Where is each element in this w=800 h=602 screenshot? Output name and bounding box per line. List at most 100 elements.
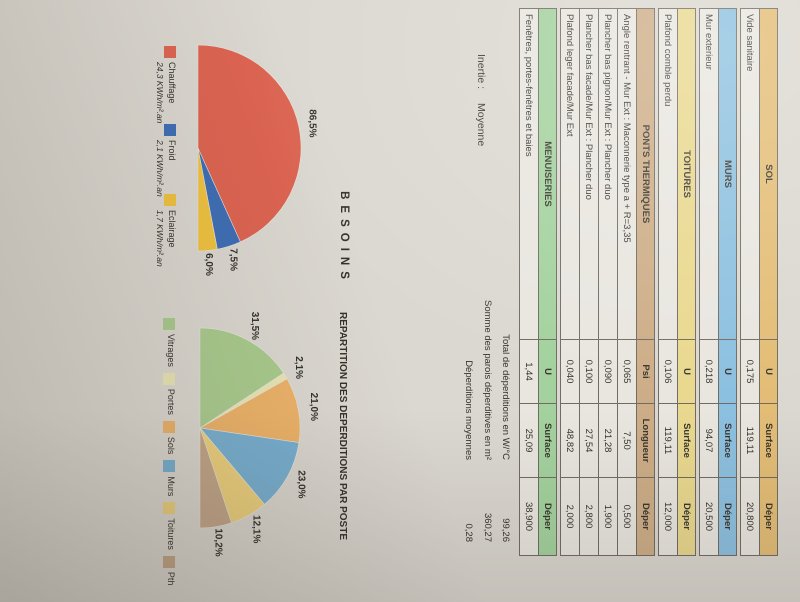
total-deperditions-line: Total de déperditions en W/°C 99,26 <box>500 0 511 542</box>
value-deper: 2,000 <box>561 477 579 555</box>
pie-percent-label: 23,0% <box>295 470 306 498</box>
table-title: MENUISERIES <box>542 141 553 207</box>
table-title: PONTS THERMIQUES <box>640 124 651 224</box>
legend-text: Froid 2,1 KWh/m².an <box>154 140 177 197</box>
repartition-chart-title: REPARTITION DES DEPERDITIONS PAR POSTE <box>337 312 348 540</box>
value-deper: 12,000 <box>659 477 677 555</box>
legend-item-chauffage: Chauffage 24,3 KWh/m².an <box>154 46 177 123</box>
repartition-legend: Vitrages Portes Sols Murs Toitures Pth <box>163 318 176 585</box>
legend-item-sols: Sols <box>163 420 176 455</box>
legend-item-vitrages: Vitrages <box>163 318 176 367</box>
col-header-surface: Surface <box>539 403 556 477</box>
col-header-longueur: Longueur <box>637 403 654 477</box>
table-header-row: MENUISERIES U Surface Déper <box>538 8 557 556</box>
legend-label: Chauffage <box>167 62 177 104</box>
pie-percent-label: 31,5% <box>249 312 260 340</box>
value-surface: 94,07 <box>700 403 718 477</box>
value-deper: 20,500 <box>700 477 718 555</box>
col-header-deper: Déper <box>760 477 777 555</box>
value-psi: 0,040 <box>561 339 579 403</box>
value-deper: 1,900 <box>599 477 617 555</box>
total-label: Somme des parois déperditives en m² <box>482 300 493 460</box>
value-u: 0,175 <box>741 339 759 403</box>
value-surface: 119,11 <box>741 403 759 477</box>
col-header-deper: Déper <box>539 477 556 555</box>
table-header-row: MURS U Surface Déper <box>718 8 737 556</box>
legend-swatch-froid <box>164 124 176 136</box>
legend-swatch-pth <box>163 555 175 568</box>
value-longueur: 48,82 <box>561 403 579 477</box>
legend-swatch-toitures <box>163 502 175 515</box>
table-sol: SOL U Surface Déper Vide sanitaire 0,175… <box>740 8 778 556</box>
value-u: 0,218 <box>700 339 718 403</box>
total-label: Total de déperditions en W/°C <box>500 334 511 460</box>
col-header-psi: Psi <box>637 339 654 403</box>
value-deper: 2,800 <box>580 477 598 555</box>
total-value: 99,26 <box>500 518 511 542</box>
table-row: Vide sanitaire 0,175 119,11 20,800 <box>740 8 759 556</box>
value-deper: 20,800 <box>741 477 759 555</box>
legend-item-portes: Portes <box>163 372 176 415</box>
col-header-surface: Surface <box>719 403 736 477</box>
pie-percent-label: 86,5% <box>306 109 317 137</box>
pie-percent-label: 21,0% <box>308 393 319 421</box>
value-deper: 0,500 <box>618 477 636 555</box>
table-row: Plafond leger facade/Mur Ext 0,040 48,82… <box>560 8 579 556</box>
table-menuiseries: MENUISERIES U Surface Déper Fenêtres, po… <box>519 8 557 556</box>
table-toitures: TOITURES U Surface Déper Plafond comble … <box>658 8 696 556</box>
legend-label: Vitrages <box>166 334 176 367</box>
table-row: Mur exterieur 0,218 94,07 20,500 <box>699 8 718 556</box>
legend-label: Sols <box>166 436 176 455</box>
value-longueur: 7,50 <box>618 403 636 477</box>
repartition-pie-chart: 31,5% 2,1% 21,0% 23,0% 12,1% 10,2% <box>199 312 319 557</box>
legend-swatch-portes <box>163 372 175 385</box>
pie-slice-pth <box>199 427 232 529</box>
value-psi: 0,065 <box>618 339 636 403</box>
col-header-u: U <box>719 339 736 403</box>
value-surface: 25,09 <box>520 403 538 477</box>
row-label: Angle rentrant - Mur Ext : Maconnerie ty… <box>621 14 633 243</box>
row-label: Plancher bas facade/Mur Ext : Plancher d… <box>583 14 595 200</box>
value-psi: 0,100 <box>580 339 598 403</box>
legend-label: Froid <box>167 140 177 161</box>
table-row: Plancher bas pignon/Mur Ext : Plancher d… <box>598 8 617 556</box>
somme-parois-line: Somme des parois déperditives en m² 360,… <box>482 0 493 542</box>
table-murs: MURS U Surface Déper Mur exterieur 0,218… <box>699 8 737 556</box>
col-header-surface: Surface <box>760 403 777 477</box>
value-u: 1,44 <box>520 339 538 403</box>
table-header-row: SOL U Surface Déper <box>759 8 778 556</box>
pie-percent-label: 7,5% <box>227 248 238 271</box>
besoins-pie-chart: 86,5% 7,5% 6,0% <box>197 44 317 276</box>
legend-text: Eclairage 1,7 KWh/m².an <box>154 210 177 267</box>
legend-sublabel: 2,1 KWh/m².an <box>155 140 166 197</box>
pie-percent-label: 12,1% <box>251 515 262 543</box>
col-header-u: U <box>539 339 556 403</box>
legend-swatch-eclairage <box>164 194 176 206</box>
table-header-row: TOITURES U Surface Déper <box>677 8 696 556</box>
col-header-deper: Déper <box>637 477 654 555</box>
row-label: Plafond comble perdu <box>662 14 674 107</box>
col-header-u: U <box>678 339 695 403</box>
legend-label: Eclairage <box>167 210 177 248</box>
pie-percent-label: 2,1% <box>293 356 304 379</box>
value-psi: 0,090 <box>599 339 617 403</box>
legend-item-murs: Murs <box>163 460 176 496</box>
table-header-row: PONTS THERMIQUES Psi Longueur Déper <box>636 8 655 556</box>
row-label: Mur exterieur <box>703 14 715 70</box>
legend-label: Portes <box>166 388 176 415</box>
legend-swatch-murs <box>163 460 175 473</box>
legend-label: Murs <box>166 476 176 497</box>
legend-item-pth: Pth <box>163 555 176 585</box>
pie-slice-eclairage <box>197 147 218 252</box>
row-label: Fenêtres, portes-fenêtres et baies <box>523 14 535 157</box>
legend-swatch-vitrages <box>163 318 175 330</box>
pie-percent-label: 6,0% <box>203 253 214 276</box>
besoins-chart-title: BESOINS <box>338 191 350 285</box>
value-longueur: 27,54 <box>580 403 598 477</box>
col-header-u: U <box>760 339 777 403</box>
row-label: Vide sanitaire <box>744 14 756 72</box>
row-label: Plancher bas pignon/Mur Ext : Plancher d… <box>602 14 614 200</box>
pie-percent-label: 10,2% <box>213 528 224 556</box>
value-u: 0,106 <box>659 339 677 403</box>
